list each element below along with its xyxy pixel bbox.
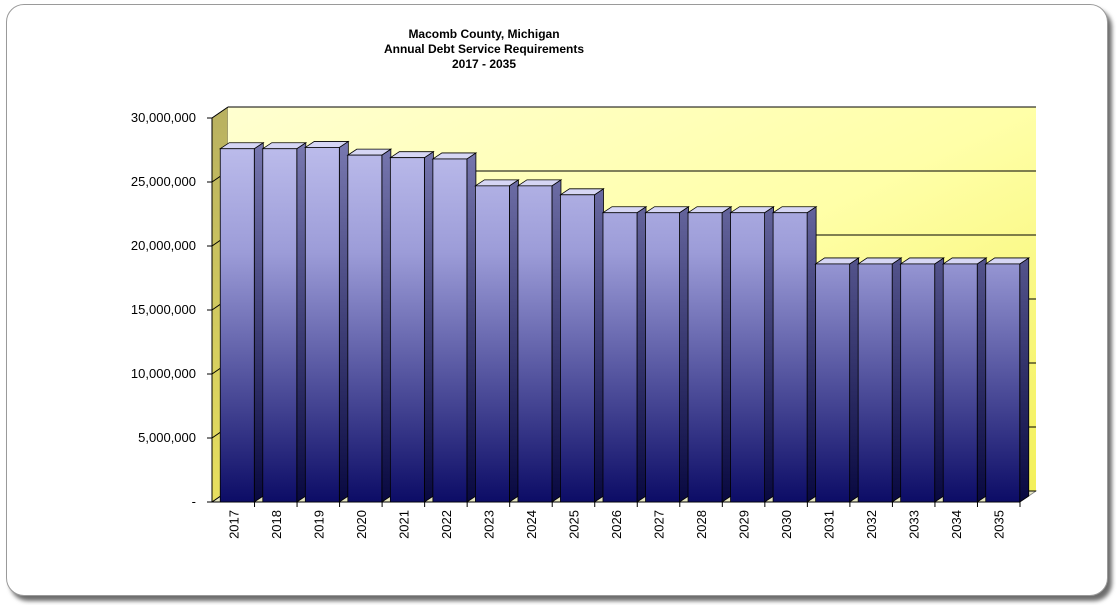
bar bbox=[985, 263, 1021, 503]
bar-side bbox=[721, 205, 732, 503]
chart-subtitle: Annual Debt Service Requirements bbox=[384, 42, 584, 56]
bar bbox=[517, 185, 553, 503]
x-tick-label: 2021 bbox=[396, 510, 411, 539]
bar-side bbox=[976, 257, 987, 503]
y-tick-label: 30,000,000 bbox=[131, 110, 196, 125]
bar-side bbox=[551, 179, 562, 503]
bar-side bbox=[806, 205, 817, 503]
x-tick-label: 2025 bbox=[566, 510, 581, 539]
bar-side bbox=[423, 150, 434, 503]
bar bbox=[772, 212, 808, 503]
y-tick-label: 25,000,000 bbox=[131, 174, 196, 189]
x-tick-label: 2023 bbox=[481, 510, 496, 539]
bar-side bbox=[466, 152, 477, 503]
bar-side bbox=[381, 148, 392, 503]
bar bbox=[815, 263, 851, 503]
y-tick-label: 20,000,000 bbox=[131, 238, 196, 253]
x-tick-label: 2028 bbox=[694, 510, 709, 539]
bar-side bbox=[296, 141, 307, 503]
x-tick-label: 2033 bbox=[907, 510, 922, 539]
y-tick-label: 10,000,000 bbox=[131, 366, 196, 381]
bar-side bbox=[253, 141, 264, 503]
bar bbox=[389, 157, 425, 503]
bar bbox=[560, 194, 595, 503]
x-tick-label: 2026 bbox=[609, 510, 624, 539]
bar-side bbox=[338, 140, 349, 503]
side-grid-line bbox=[211, 106, 229, 119]
bar bbox=[645, 212, 680, 503]
bar-side bbox=[934, 257, 945, 503]
bar-side bbox=[679, 205, 689, 503]
bar bbox=[219, 148, 255, 503]
bar bbox=[304, 147, 340, 503]
x-tick-label: 2020 bbox=[354, 510, 369, 539]
bar-side bbox=[891, 257, 902, 503]
bar-side bbox=[1019, 257, 1030, 503]
bar bbox=[730, 212, 765, 503]
x-tick-label: 2032 bbox=[864, 510, 879, 539]
bar-side bbox=[594, 188, 604, 503]
x-tick-label: 2030 bbox=[779, 510, 794, 539]
chart-title: Macomb County, Michigan bbox=[408, 27, 559, 41]
bar bbox=[857, 263, 893, 503]
bar-side bbox=[849, 257, 860, 503]
x-tick-label: 2034 bbox=[949, 510, 964, 539]
x-tick-label: 2027 bbox=[652, 510, 667, 539]
x-tick-label: 2019 bbox=[311, 510, 326, 539]
chart-subtitle: 2017 - 2035 bbox=[452, 57, 516, 71]
x-tick-label: 2018 bbox=[269, 510, 284, 539]
bar bbox=[347, 154, 383, 503]
bar-side bbox=[636, 205, 647, 503]
y-tick-label: 15,000,000 bbox=[131, 302, 196, 317]
bar bbox=[900, 263, 936, 503]
y-tick-label: 5,000,000 bbox=[138, 430, 196, 445]
x-tick-label: 2022 bbox=[439, 510, 454, 539]
bar bbox=[262, 148, 298, 503]
x-tick-label: 2029 bbox=[737, 510, 752, 539]
y-tick-label: - bbox=[192, 494, 196, 509]
bar bbox=[432, 158, 468, 503]
bar-side bbox=[764, 205, 774, 503]
bar bbox=[475, 185, 510, 503]
bar bbox=[602, 212, 638, 503]
bar bbox=[942, 263, 978, 503]
x-tick-label: 2017 bbox=[226, 510, 241, 539]
bar bbox=[687, 212, 723, 503]
x-tick-label: 2024 bbox=[524, 510, 539, 539]
x-tick-label: 2035 bbox=[992, 510, 1007, 539]
bar-side bbox=[509, 179, 519, 503]
x-tick-label: 2031 bbox=[822, 510, 837, 539]
